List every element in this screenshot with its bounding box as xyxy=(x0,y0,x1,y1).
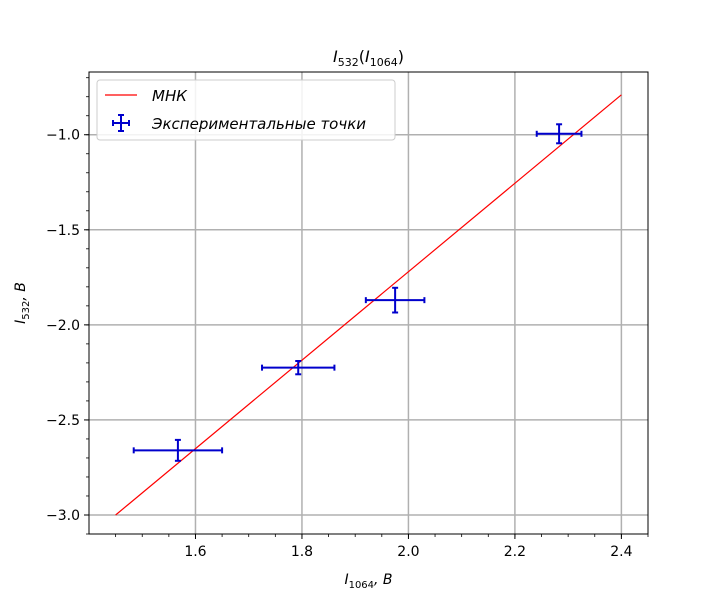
x-tick-label: 1.8 xyxy=(291,544,313,560)
y-tick-label: −3.0 xyxy=(46,508,80,524)
fit-line xyxy=(115,94,622,516)
data-point xyxy=(261,359,336,376)
legend-errorbar-swatch xyxy=(112,114,130,132)
chart-title: I532(I1064) xyxy=(333,47,404,69)
x-tick-label: 2.0 xyxy=(397,544,419,560)
data-point xyxy=(364,286,426,314)
y-tick-label: −1.5 xyxy=(46,223,80,239)
plot-series xyxy=(115,94,622,516)
y-tick-label: −1.0 xyxy=(46,128,80,144)
x-tick-label: 2.2 xyxy=(504,544,526,560)
y-tick-label: −2.0 xyxy=(46,318,80,334)
legend-label-line: МНК xyxy=(152,87,188,105)
x-axis-label: I1064, B xyxy=(344,572,392,591)
grid xyxy=(89,72,648,534)
data-point xyxy=(535,123,583,145)
x-tick-label: 2.4 xyxy=(610,544,632,560)
y-tick-label: −2.5 xyxy=(46,413,80,429)
legend: МНК Экспериментальные точки xyxy=(96,79,396,141)
legend-box xyxy=(96,79,396,141)
x-tick-label: 1.6 xyxy=(184,544,206,560)
legend-label-points: Экспериментальные точки xyxy=(151,115,366,133)
data-point xyxy=(132,438,224,462)
plot-frame xyxy=(88,71,649,535)
y-axis-label: I532, B xyxy=(13,282,32,324)
axis-ticks: 1.6 1.8 2.0 2.2 2.4 −1.0 −1.5 −2.0 −2.5 −3.0 xyxy=(46,77,649,560)
